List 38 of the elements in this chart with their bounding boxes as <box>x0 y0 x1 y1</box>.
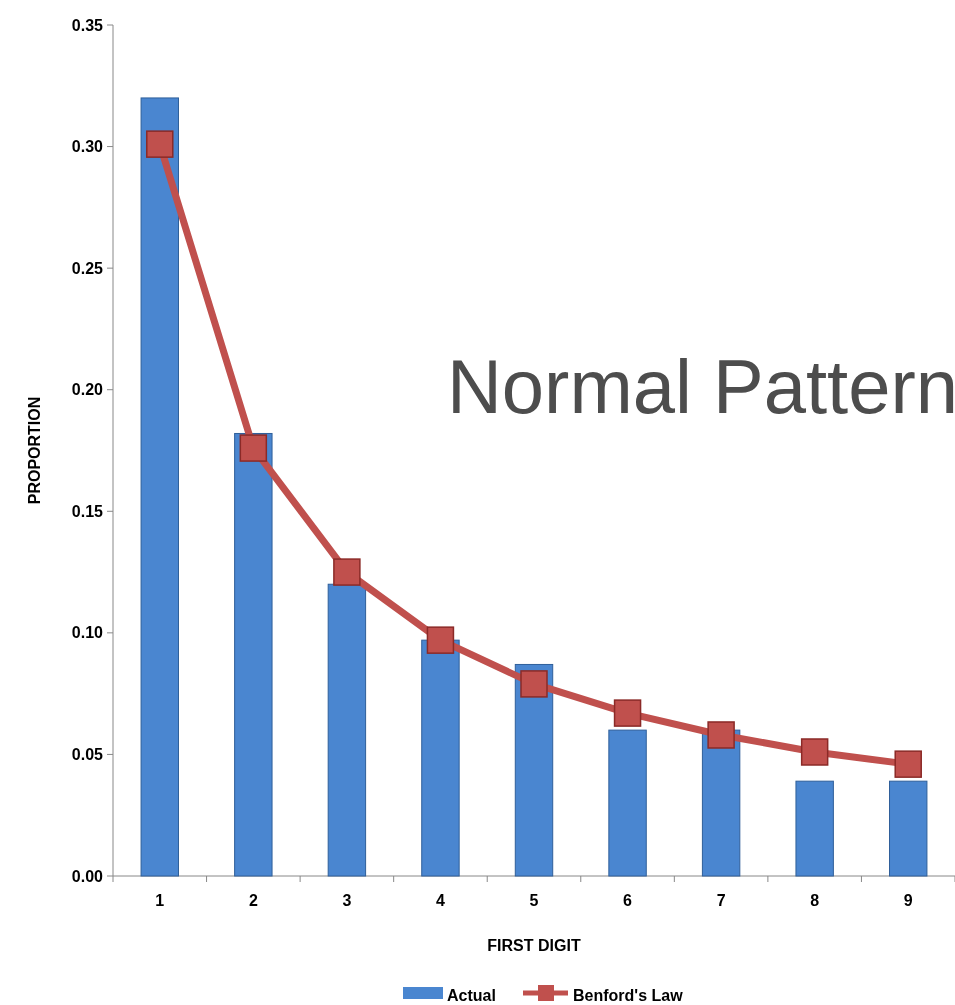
bar <box>140 97 179 877</box>
y-tick-label: 0.15 <box>71 502 104 520</box>
x-tick-label: 9 <box>903 892 913 909</box>
y-axis-title: PROPORTION <box>26 396 43 505</box>
y-tick-label: 0.25 <box>71 259 104 277</box>
point <box>613 699 642 727</box>
point <box>146 130 174 158</box>
bar <box>421 639 460 877</box>
bar <box>795 780 834 877</box>
y-tick-label: 0.00 <box>71 867 104 885</box>
x-tick-label: 6 <box>623 892 633 909</box>
x-tick-label: 3 <box>342 892 352 909</box>
y-tick-label: 0.20 <box>71 381 104 399</box>
bar <box>327 583 367 877</box>
x-tick-label: 5 <box>529 892 539 909</box>
legend-label: Actual <box>447 987 496 1004</box>
x-tick-label: 2 <box>248 892 258 909</box>
x-axis-title: FIRST DIGIT <box>487 937 581 954</box>
point <box>520 670 548 698</box>
point <box>800 738 829 766</box>
y-tick-label: 0.30 <box>71 138 104 156</box>
point <box>707 721 735 749</box>
annotation: Normal Pattern <box>446 344 955 429</box>
y-tick-label: 0.10 <box>71 624 104 642</box>
bar <box>608 729 647 877</box>
point <box>426 626 455 654</box>
x-tick-label: 8 <box>810 892 820 909</box>
bar <box>234 432 273 877</box>
point <box>239 434 268 462</box>
x-tick-label: 4 <box>435 892 445 909</box>
point <box>894 750 922 778</box>
bar <box>889 780 928 877</box>
y-tick-label: 0.35 <box>71 16 104 34</box>
legend-label: Benford's Law <box>573 987 684 1004</box>
point <box>333 558 361 586</box>
x-tick-label: 7 <box>716 892 726 909</box>
y-tick-label: 0.05 <box>71 746 104 764</box>
x-tick-label: 1 <box>155 892 165 909</box>
